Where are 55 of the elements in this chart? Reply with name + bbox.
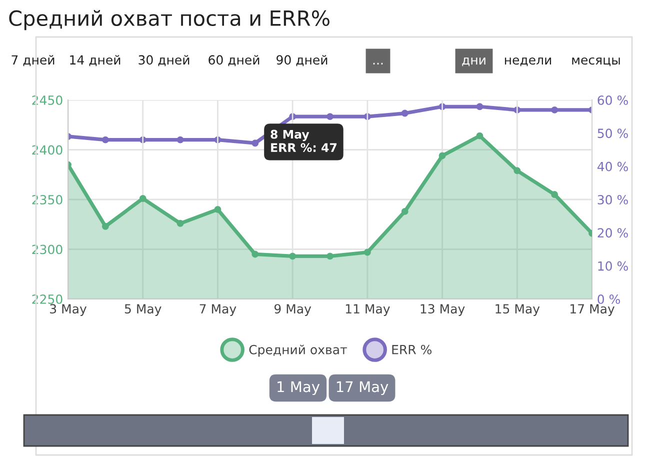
y-tick-label: 2400 bbox=[32, 145, 62, 155]
text: дни bbox=[462, 58, 486, 66]
y-tick-label: 2250 bbox=[32, 294, 62, 304]
y2-tick-label: 30 % bbox=[598, 194, 628, 204]
point bbox=[326, 113, 334, 120]
point bbox=[102, 222, 109, 230]
y2-tick-label: 50 % bbox=[598, 128, 628, 138]
point bbox=[139, 195, 146, 202]
y2-tick-label: 20 % bbox=[598, 228, 628, 238]
text: 30 дней bbox=[138, 55, 190, 66]
point bbox=[364, 248, 371, 256]
y2-tick-label: 0 % bbox=[598, 294, 620, 304]
text: 1 May bbox=[278, 381, 320, 396]
point bbox=[551, 191, 558, 198]
y-tick-label: 2300 bbox=[32, 244, 62, 254]
text: недели bbox=[504, 57, 552, 66]
x-tick-label: 5 May bbox=[124, 304, 162, 316]
chart-title: Средний охват поста и ERR% bbox=[9, 10, 330, 30]
text: 17 May bbox=[336, 381, 388, 396]
point bbox=[551, 106, 558, 114]
point bbox=[214, 206, 222, 213]
x-tick-label: 3 May bbox=[50, 304, 87, 316]
text: 7 дней bbox=[12, 55, 54, 66]
point bbox=[514, 167, 521, 174]
point bbox=[252, 250, 259, 258]
point bbox=[326, 252, 334, 260]
point bbox=[289, 252, 296, 260]
y-tick-label: 2450 bbox=[32, 95, 62, 105]
legend-label: Средний охват bbox=[249, 344, 347, 357]
x-tick-label: 11 May bbox=[346, 304, 390, 316]
text: месяцы bbox=[572, 57, 620, 66]
point bbox=[476, 103, 484, 110]
y2-tick-label: 40 % bbox=[597, 162, 628, 172]
x-tick-label: 17 May bbox=[570, 304, 614, 316]
point bbox=[102, 136, 109, 144]
point bbox=[176, 136, 184, 144]
y2-tick-label: 60 % bbox=[598, 95, 628, 105]
x-tick-label: 15 May bbox=[496, 304, 540, 316]
text: 60 дней bbox=[208, 55, 260, 66]
y2-tick-label: 10 % bbox=[598, 261, 628, 271]
y-tick-label: 2350 bbox=[32, 194, 62, 204]
x-tick-label: 13 May bbox=[420, 304, 465, 316]
text: 90 дней bbox=[276, 55, 328, 66]
point bbox=[401, 208, 408, 215]
point bbox=[401, 110, 408, 117]
point bbox=[176, 220, 184, 227]
point bbox=[252, 140, 259, 147]
text: ... bbox=[373, 62, 383, 64]
text: 14 дней bbox=[70, 55, 120, 66]
point bbox=[476, 132, 484, 140]
x-tick-label: 7 May bbox=[200, 304, 236, 316]
legend-label: ERR % bbox=[392, 344, 432, 354]
x-tick-label: 9 May bbox=[274, 304, 312, 316]
annotation: 8 May ERR %: 47 bbox=[270, 130, 337, 152]
point bbox=[438, 152, 446, 160]
